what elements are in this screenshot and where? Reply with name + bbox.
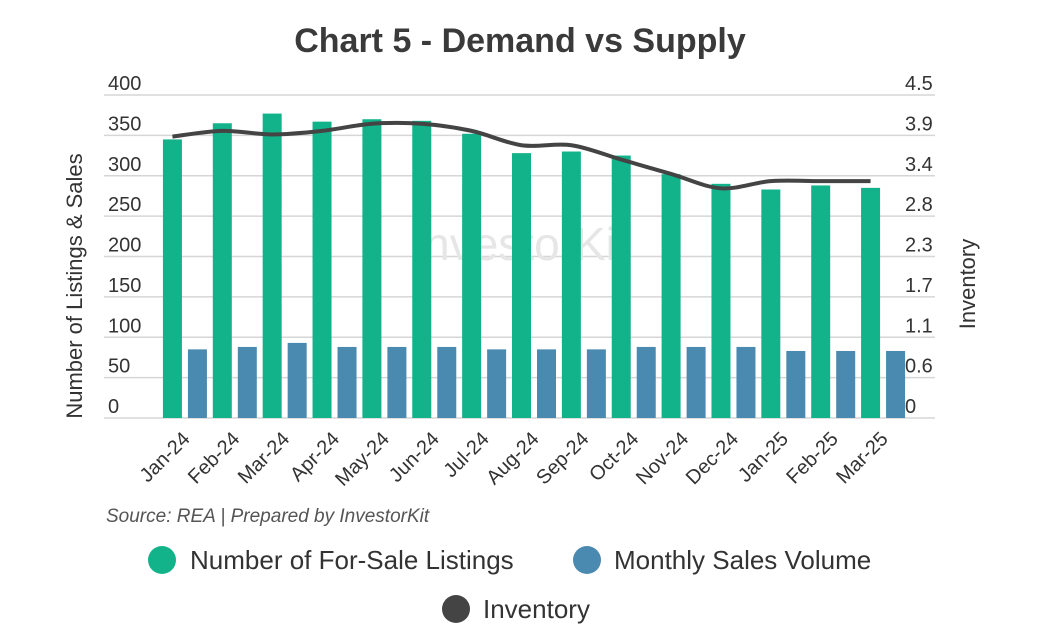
y2-tick-label: 0 xyxy=(905,396,916,418)
x-tick-label: Feb-25 xyxy=(782,428,842,488)
x-axis-ticks: Jan-24Feb-24Mar-24Apr-24May-24Jun-24Jul-… xyxy=(136,428,893,491)
bar-sales-Jan-25 xyxy=(786,350,806,418)
y-tick-label: 100 xyxy=(108,315,141,337)
legend-label-sales: Monthly Sales Volume xyxy=(614,545,871,575)
bar-listings-Jun-24 xyxy=(412,120,432,418)
bar-sales-Feb-25 xyxy=(836,350,856,418)
right-axis-ticks: 0 0.6 1.1 1.7 2.3 2.8 3.4 3.9 4.5 xyxy=(905,73,933,418)
y2-tick-label: 1.7 xyxy=(905,275,933,297)
bar-listings-Jan-25 xyxy=(761,189,781,418)
x-tick-label: Feb-24 xyxy=(184,428,244,488)
bar-sales-Jun-24 xyxy=(437,346,457,418)
bar-sales-Jul-24 xyxy=(487,349,507,418)
legend-swatch-listings xyxy=(148,546,176,574)
y2-tick-label: 1.1 xyxy=(905,315,933,337)
y-tick-label: 250 xyxy=(108,194,141,216)
x-tick-label: May-24 xyxy=(331,428,394,491)
bar-listings-Mar-24 xyxy=(262,113,282,418)
bar-sales-Aug-24 xyxy=(537,349,556,418)
x-tick-label: Dec-24 xyxy=(682,428,743,489)
bar-sales-Nov-24 xyxy=(686,346,706,418)
y-axis-label: Number of Listings & Sales xyxy=(62,153,87,418)
bar-listings-May-24 xyxy=(362,119,382,418)
bar-listings-Oct-24 xyxy=(611,155,631,418)
legend: Number of For-Sale Listings Monthly Sale… xyxy=(148,545,871,624)
bar-sales-Mar-25 xyxy=(886,350,906,418)
y2-axis-label: Inventory xyxy=(955,239,980,330)
bar-sales-Jan-24 xyxy=(187,349,207,418)
x-tick-label: Aug-24 xyxy=(482,428,543,489)
x-tick-label: Mar-25 xyxy=(832,428,892,488)
y-tick-label: 300 xyxy=(108,154,141,176)
y-tick-label: 150 xyxy=(108,275,141,297)
y-tick-label: 50 xyxy=(108,356,130,378)
legend-label-inventory: Inventory xyxy=(483,594,590,624)
y2-tick-label: 3.9 xyxy=(905,113,933,135)
bar-listings-Mar-25 xyxy=(861,187,881,418)
y2-tick-label: 0.6 xyxy=(905,356,933,378)
y2-tick-label: 3.4 xyxy=(905,154,933,176)
y2-tick-label: 2.8 xyxy=(905,194,933,216)
y-tick-label: 200 xyxy=(108,235,141,257)
left-axis-ticks: 0 50 100 150 200 250 300 350 400 xyxy=(108,73,141,418)
inventory-line-group xyxy=(172,120,871,191)
bars xyxy=(162,113,906,419)
bar-listings-Feb-24 xyxy=(212,123,232,418)
bar-listings-Nov-24 xyxy=(661,174,681,418)
bar-listings-Aug-24 xyxy=(512,153,531,418)
inventory-line xyxy=(172,120,871,191)
legend-swatch-inventory xyxy=(442,595,470,623)
legend-label-listings: Number of For-Sale Listings xyxy=(190,545,514,575)
y-tick-label: 350 xyxy=(108,113,141,135)
y-tick-label: 0 xyxy=(108,396,119,418)
x-tick-label: Mar-24 xyxy=(234,428,294,488)
bar-listings-Sep-24 xyxy=(561,151,581,418)
bar-listings-Apr-24 xyxy=(312,121,332,419)
y2-tick-label: 2.3 xyxy=(905,235,933,257)
legend-swatch-sales xyxy=(573,546,601,574)
bar-sales-Feb-24 xyxy=(237,346,257,418)
bar-listings-Dec-24 xyxy=(711,183,731,418)
y2-tick-label: 4.5 xyxy=(905,73,933,95)
bar-sales-May-24 xyxy=(387,346,407,418)
bar-listings-Jan-24 xyxy=(162,139,182,418)
bar-sales-Oct-24 xyxy=(636,346,656,418)
bar-listings-Feb-25 xyxy=(811,185,831,418)
x-tick-label: Jan-25 xyxy=(734,428,793,487)
bar-listings-Jul-24 xyxy=(462,133,482,418)
source-note: Source: REA | Prepared by InvestorKit xyxy=(106,506,430,527)
x-tick-label: Jan-24 xyxy=(136,428,195,487)
x-tick-label: Jun-24 xyxy=(385,428,444,487)
bar-sales-Dec-24 xyxy=(736,346,756,418)
bar-sales-Apr-24 xyxy=(337,346,357,418)
x-tick-label: Nov-24 xyxy=(632,428,693,489)
y-tick-label: 400 xyxy=(108,73,141,95)
bar-sales-Sep-24 xyxy=(586,349,606,418)
x-tick-label: Sep-24 xyxy=(532,428,593,489)
chart-title: Chart 5 - Demand vs Supply xyxy=(294,22,746,60)
bar-sales-Mar-24 xyxy=(287,342,307,418)
